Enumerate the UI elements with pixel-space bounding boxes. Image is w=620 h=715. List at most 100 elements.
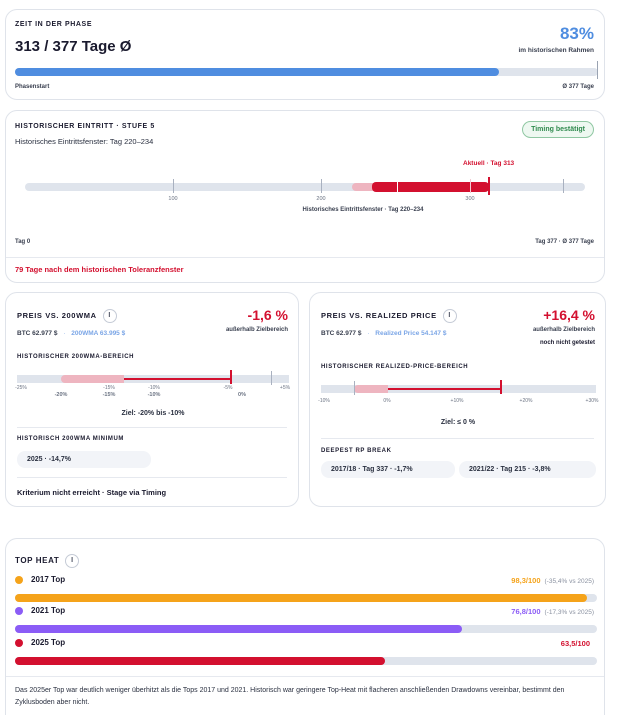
heat-bar-track <box>15 594 597 602</box>
heat-row-label: 2017 Top <box>15 575 65 584</box>
top-heat-divider <box>6 676 604 677</box>
rp-title: PREIS VS. REALIZED PRICE i <box>321 309 457 323</box>
heat-delta: (-35,4% vs 2025) <box>544 578 595 585</box>
top-heat-title: TOP HEAT i <box>15 554 80 568</box>
wma-divider <box>17 427 287 428</box>
heat-bar-track <box>15 625 597 633</box>
wma-current-line <box>124 378 231 380</box>
rp-break-chip-2017: 2017/18 · Tag 337 · -1,7% <box>321 461 455 478</box>
entry-window-band <box>352 183 374 191</box>
heat-row-label: 2025 Top <box>15 638 65 647</box>
heat-delta: (-17,3% vs 2025) <box>544 609 595 616</box>
rp-tick-zero <box>354 381 355 395</box>
wma-status: außerhalb Zielbereich <box>225 327 288 333</box>
wma-min-chip: 2025 · -14,7% <box>17 451 151 468</box>
rp-separator: · <box>367 330 370 337</box>
top-heat-title-text: TOP HEAT <box>15 556 60 566</box>
hist-entry-divider <box>6 257 604 258</box>
top-heat-info-icon[interactable]: i <box>65 554 80 568</box>
tick-100 <box>173 179 174 193</box>
heat-legend-dot <box>15 638 23 647</box>
heat-score: 63,5/100 <box>560 639 590 648</box>
top-heat-note: Das 2025er Top war deutlich weniger über… <box>15 687 565 706</box>
phase-end-label: Ø 377 Tage <box>562 84 594 90</box>
wma-tick-minus20: -20% <box>54 392 68 398</box>
wma-separator: · <box>63 330 66 337</box>
current-day-label: Aktuell · Tag 313 <box>463 160 515 167</box>
phase-progress-bar <box>15 68 598 76</box>
rp-card: PREIS VS. REALIZED PRICE i +16,4 % außerh… <box>309 292 606 507</box>
rp-range-title: HISTORISCHER REALIZED-PRICE-BEREICH <box>321 364 469 370</box>
rp-tick-0: 0% <box>383 398 391 404</box>
rp-value: +16,4 % <box>543 307 595 323</box>
heat-legend-dot <box>15 575 23 584</box>
wma-range-title: HISTORISCHER 200WMA-BEREICH <box>17 354 135 360</box>
rp-info-icon[interactable]: i <box>442 309 457 323</box>
heat-score: 98,3/100 <box>511 576 541 585</box>
wma-tick-zero <box>271 371 272 385</box>
wma-small-tick-2: -15% <box>103 385 115 391</box>
heat-bar-track <box>15 657 597 665</box>
rp-target-zone <box>354 385 388 393</box>
current-day-marker <box>488 177 490 195</box>
phase-progress-fill <box>15 68 499 76</box>
phase-end-marker <box>597 61 598 79</box>
rp-status: außerhalb Zielbereich <box>532 327 595 333</box>
rp-status-2: noch nicht getestet <box>539 340 595 346</box>
heat-score: 76,8/100 <box>511 607 541 616</box>
wma-prices: BTC 62.977 $ · 200WMA 63.995 $ <box>17 330 125 337</box>
rp-btc-price: BTC 62.977 $ <box>321 330 362 337</box>
wma-small-tick-1: -25% <box>15 385 27 391</box>
tick-300 <box>470 179 471 193</box>
phase-percent: 83% <box>559 24 594 43</box>
window-caption: Historisches Eintrittsfenster · Tag 220–… <box>302 207 424 213</box>
phase-days: 313 / 377 Tage Ø <box>15 38 132 55</box>
wma-info-icon[interactable]: i <box>102 309 117 323</box>
rp-break-chip-2021: 2021/22 · Tag 215 · -3,8% <box>459 461 596 478</box>
top-heat-card: TOP HEAT i 2017 Top 98,3/100 (-35,4% vs 202… <box>5 538 605 715</box>
wma-target-zone <box>61 375 124 383</box>
timing-badge: Timing bestätigt <box>522 121 594 138</box>
current-progress-segment <box>372 182 489 192</box>
tick-label-200: 200 <box>316 196 326 202</box>
rp-tick-10: +10% <box>450 398 464 404</box>
wma-ma-price: 200WMA 63.995 $ <box>71 330 126 337</box>
hist-entry-title: HISTORISCHER EINTRITT · STUFE 5 <box>15 123 155 130</box>
heat-row-value: 98,3/100 (-35,4% vs 2025) <box>511 576 594 585</box>
hist-entry-warning: 79 Tage nach dem historischen Toleranzfe… <box>15 265 184 274</box>
rp-goal: Ziel: ≤ 0 % <box>440 419 476 426</box>
tick-200 <box>321 179 322 193</box>
wma-btc-price: BTC 62.977 $ <box>17 330 58 337</box>
wma-value: -1,6 % <box>247 307 288 323</box>
rp-tick-20: +20% <box>519 398 533 404</box>
phase-start-label: Phasenstart <box>15 84 50 90</box>
tick-inner <box>397 179 398 193</box>
wma-tick-zero-label: 0% <box>238 392 246 398</box>
heat-bar-fill <box>15 594 588 602</box>
wma-tick-minus15: -15% <box>102 392 116 398</box>
rp-current-line <box>388 388 501 390</box>
heat-row-label-text: 2017 Top <box>31 575 66 584</box>
heat-bar-fill <box>15 657 385 665</box>
tick-label-300: 300 <box>465 196 475 202</box>
wma-small-tick-4: -5% <box>223 385 233 391</box>
wma-min-title: HISTORISCH 200WMA MINIMUM <box>17 436 125 442</box>
day-zero-label: Tag 0 <box>15 239 31 245</box>
heat-legend-dot <box>15 606 23 615</box>
wma-current-marker <box>230 370 232 384</box>
heat-row-label: 2021 Top <box>15 606 65 615</box>
heat-row-label-text: 2025 Top <box>31 638 66 647</box>
hist-entry-track <box>25 183 585 191</box>
rp-tick-30: +30% <box>585 398 599 404</box>
rp-title-text: PREIS VS. REALIZED PRICE <box>321 310 437 320</box>
heat-row-value: 63,5/100 <box>561 639 594 648</box>
wma-footer: Kriterium nicht erreicht · Stage via Tim… <box>17 488 167 497</box>
wma-title-text: PREIS VS. 200WMA <box>17 310 97 320</box>
wma-divider-2 <box>17 477 287 478</box>
rp-current-marker <box>500 380 502 394</box>
rp-break-title: DEEPEST RP BREAK <box>321 448 392 454</box>
rp-divider <box>321 438 594 439</box>
wma-goal: Ziel: -20% bis -10% <box>121 410 185 417</box>
heat-row-label-text: 2021 Top <box>31 606 66 615</box>
wma-tick-minus10: -10% <box>147 392 161 398</box>
